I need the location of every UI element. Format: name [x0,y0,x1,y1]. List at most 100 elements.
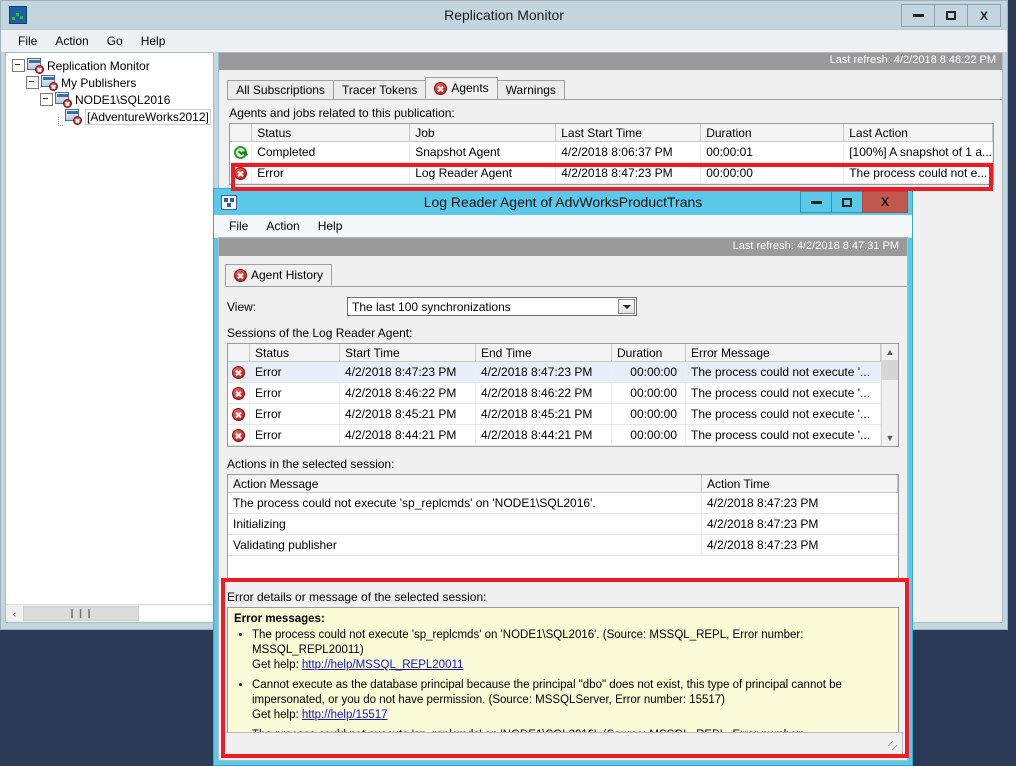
tree-item-my-publishers[interactable]: My Publishers [10,74,211,91]
replication-monitor-titlebar[interactable]: Replication Monitor X [1,1,1007,29]
column-header-duration[interactable]: Duration [701,124,845,141]
table-row[interactable]: The process could not execute 'sp_replcm… [228,493,898,514]
help-link[interactable]: http://help/MSSQL_REPL20011 [301,659,464,671]
table-row[interactable]: Completed Snapshot Agent 4/2/2018 8:06:3… [230,142,993,163]
tab-all-subscriptions[interactable]: All Subscriptions [227,80,334,99]
scrollbar-thumb[interactable]: ❙❙❙ [23,606,139,621]
agents-grid-header: Status Job Last Start Time Duration Last… [230,124,993,142]
error-icon [234,268,247,282]
column-header-status[interactable]: Status [252,124,411,141]
column-header-icon[interactable] [230,124,253,141]
navigation-tree-pane[interactable]: Replication Monitor My Publishers NODE1\… [5,52,215,623]
table-row[interactable]: Error 4/2/2018 8:47:23 PM 4/2/2018 8:47:… [228,362,881,383]
tab-agent-history[interactable]: Agent History [225,264,333,286]
sessions-grid[interactable]: Status Start Time End Time Duration Erro… [227,343,899,447]
table-row[interactable]: Error 4/2/2018 8:46:22 PM 4/2/2018 8:46:… [228,383,881,404]
tab-warnings[interactable]: Warnings [496,80,565,99]
column-header-start-time[interactable]: Start Time [340,344,476,361]
cell-last-action: [100%] A snapshot of 1 a... [844,142,993,162]
scroll-up-icon[interactable]: ▲ [882,344,898,360]
collapse-toggle-icon[interactable] [40,93,53,106]
cell-last-start-time: 4/2/2018 8:06:37 PM [556,142,702,162]
cell-end-time: 4/2/2018 8:47:23 PM [476,362,612,382]
column-header-icon[interactable] [228,344,250,361]
table-row[interactable]: Error 4/2/2018 8:45:21 PM 4/2/2018 8:45:… [228,404,881,425]
table-row[interactable]: Error 4/2/2018 8:44:21 PM 4/2/2018 8:44:… [228,425,881,446]
agent-menu-file[interactable]: File [229,219,249,233]
log-reader-agent-titlebar[interactable]: Log Reader Agent of AdvWorksProductTrans… [214,189,912,215]
main-tabstrip: All Subscriptions Tracer Tokens Agents W… [227,77,1002,100]
actions-caption: Actions in the selected session: [227,457,395,471]
publisher-error-icon [55,92,72,108]
agent-close-button[interactable]: X [862,191,908,213]
scroll-down-icon[interactable]: ▼ [882,430,898,446]
collapse-toggle-icon[interactable] [12,59,25,72]
scroll-left-icon[interactable]: ‹ [6,606,23,621]
sessions-caption: Sessions of the Log Reader Agent: [227,326,413,340]
tree-horizontal-scrollbar[interactable]: ‹ ❙❙❙ [6,604,214,622]
table-row[interactable]: Validating publisher 4/2/2018 8:47:23 PM [228,535,898,556]
maximize-button[interactable] [934,4,968,27]
column-header-error-message[interactable]: Error Message [686,344,881,361]
error-icon [234,166,248,180]
table-row[interactable]: Error Log Reader Agent 4/2/2018 8:47:23 … [230,163,993,184]
column-header-end-time[interactable]: End Time [476,344,612,361]
agent-minimize-button[interactable] [800,191,832,213]
menu-go[interactable]: Go [106,34,123,48]
column-header-duration[interactable]: Duration [612,344,686,361]
column-header-job[interactable]: Job [410,124,557,141]
main-menubar: File Action Go Help [1,29,1007,53]
table-row[interactable]: Initializing 4/2/2018 8:47:23 PM [228,514,898,535]
tree-item-replication-monitor[interactable]: Replication Monitor [10,57,211,74]
publishers-error-icon [41,75,58,91]
cell-start-time: 4/2/2018 8:46:22 PM [340,383,476,403]
column-header-last-start-time[interactable]: Last Start Time [556,124,702,141]
menu-action[interactable]: Action [55,34,89,48]
cell-status: Error [252,163,411,183]
close-button[interactable]: X [967,4,1001,27]
agent-menu-help[interactable]: Help [317,219,343,233]
cell-last-start-time: 4/2/2018 8:47:23 PM [556,163,702,183]
column-header-action-time[interactable]: Action Time [702,475,898,492]
scrollbar-track[interactable] [139,606,214,621]
resize-grip-icon[interactable] [888,741,900,753]
cell-duration: 00:00:00 [612,383,686,403]
minimize-button[interactable] [901,4,935,27]
tab-label: Warnings [505,83,556,97]
agent-icon [221,194,237,210]
tree-item-node1-sql2016[interactable]: NODE1\SQL2016 [10,91,211,108]
column-header-last-action[interactable]: Last Action [844,124,993,141]
cell-job: Snapshot Agent [410,142,557,162]
agent-menu-action[interactable]: Action [266,219,300,233]
column-header-action-message[interactable]: Action Message [228,475,702,492]
cell-action-message: Initializing [228,514,702,534]
tree-item-adventureworks2012[interactable]: [AdventureWorks2012] [10,108,211,126]
log-reader-agent-window: Log Reader Agent of AdvWorksProductTrans… [213,188,913,766]
cell-status: Completed [252,142,411,162]
agent-last-refresh-label: Last refresh: 4/2/2018 8:47:31 PM [219,238,907,256]
tree-item-label: [AdventureWorks2012] [85,108,211,125]
actions-grid-header: Action Message Action Time [228,475,898,493]
scrollbar-thumb[interactable] [882,360,898,380]
agent-maximize-button[interactable] [831,191,863,213]
maximize-icon [946,11,956,20]
chevron-down-icon[interactable] [618,299,635,314]
sessions-vertical-scrollbar[interactable]: ▲ ▼ [881,344,898,446]
tab-tracer-tokens[interactable]: Tracer Tokens [332,80,427,99]
view-selector-row: View: The last 100 synchronizations [227,297,907,316]
tab-agents[interactable]: Agents [425,77,498,99]
get-help-label: Get help: [252,659,299,671]
menu-file[interactable]: File [18,34,38,48]
column-header-status[interactable]: Status [250,344,340,361]
agents-grid[interactable]: Status Job Last Start Time Duration Last… [229,123,994,185]
menu-help[interactable]: Help [140,34,166,48]
help-link[interactable]: http://help/15517 [301,709,388,721]
tree-item-label: Replication Monitor [47,58,150,73]
collapse-toggle-icon[interactable] [26,76,39,89]
view-dropdown[interactable]: The last 100 synchronizations [347,297,637,316]
error-messages-box[interactable]: Error messages: The process could not ex… [227,607,899,753]
cell-start-time: 4/2/2018 8:44:21 PM [340,425,476,445]
agents-grid-caption: Agents and jobs related to this publicat… [229,106,455,120]
error-message-text: Cannot execute as the database principal… [252,679,842,706]
actions-grid[interactable]: Action Message Action Time The process c… [227,474,899,580]
